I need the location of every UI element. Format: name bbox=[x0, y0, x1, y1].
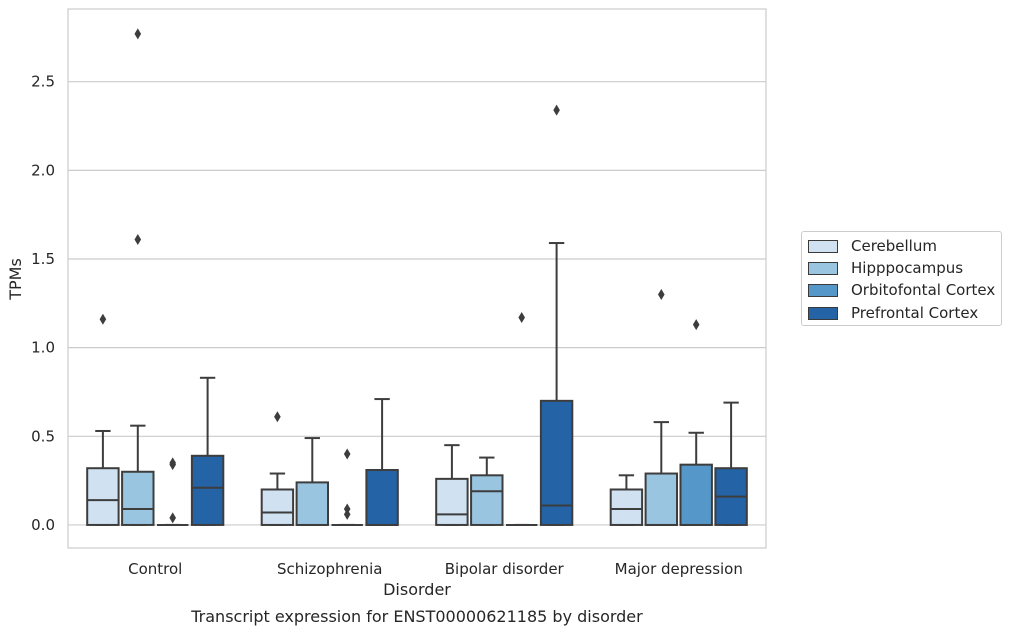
y-tick-label: 0.0 bbox=[31, 516, 55, 534]
box-iqr bbox=[260, 488, 295, 526]
box-prefrontal-cortex bbox=[365, 398, 399, 526]
box-prefrontal-cortex bbox=[539, 104, 574, 526]
x-tick-label: Bipolar disorder bbox=[445, 560, 565, 578]
box-orbitofontal-cortex bbox=[331, 448, 363, 526]
y-tick-label: 1.0 bbox=[31, 339, 55, 357]
box-cerebellum bbox=[435, 444, 469, 526]
x-tick-label: Control bbox=[128, 560, 182, 578]
box-iqr bbox=[121, 470, 155, 526]
legend-label-orbitofrontal: Orbitofontal Cortex bbox=[851, 281, 996, 299]
legend: Cerebellum Hipppocampus Orbitofontal Cor… bbox=[801, 231, 1002, 326]
outlier-point bbox=[553, 104, 560, 116]
box-iqr bbox=[365, 468, 399, 526]
outlier-point bbox=[134, 233, 142, 245]
box-iqr bbox=[86, 467, 120, 526]
box-cerebellum bbox=[260, 411, 295, 526]
outlier-point bbox=[343, 503, 351, 515]
y-tick-label: 1.5 bbox=[31, 250, 55, 268]
chart-title: Transcript expression for ENST0000062118… bbox=[190, 607, 643, 626]
box-prefrontal-cortex bbox=[190, 376, 225, 526]
box-layer bbox=[86, 28, 748, 526]
box-hipppocampus bbox=[295, 437, 330, 526]
outlier-point bbox=[343, 448, 351, 460]
box-iqr bbox=[470, 474, 504, 526]
legend-swatch-hippocampus bbox=[808, 261, 838, 275]
legend-item-orbitofrontal: Orbitofontal Cortex bbox=[808, 280, 995, 300]
outlier-point bbox=[274, 411, 281, 423]
box-orbitofontal-cortex bbox=[156, 457, 189, 526]
y-tick-labels: 0.0 0.5 1.0 1.5 2.0 2.5 bbox=[31, 73, 55, 534]
box-orbitofontal-cortex bbox=[679, 319, 713, 526]
y-tick-label: 0.5 bbox=[31, 427, 55, 445]
box-iqr bbox=[609, 488, 644, 526]
legend-item-hippocampus: Hipppocampus bbox=[808, 258, 963, 278]
legend-swatch-orbitofrontal bbox=[808, 283, 838, 297]
legend-swatch-prefrontal bbox=[808, 306, 838, 320]
y-tick-label: 2.5 bbox=[31, 73, 55, 91]
box-prefrontal-cortex bbox=[714, 401, 748, 526]
box-hipppocampus bbox=[644, 288, 679, 526]
outlier-point bbox=[518, 312, 525, 324]
outlier-point bbox=[134, 28, 142, 40]
box-cerebellum bbox=[609, 474, 644, 526]
legend-label-prefrontal: Prefrontal Cortex bbox=[851, 304, 979, 322]
box-orbitofontal-cortex bbox=[505, 312, 538, 526]
legend-item-prefrontal: Prefrontal Cortex bbox=[808, 303, 978, 323]
box-iqr bbox=[190, 454, 225, 526]
box-iqr bbox=[644, 472, 679, 526]
box-cerebellum bbox=[86, 313, 120, 526]
box-iqr bbox=[679, 463, 713, 526]
x-tick-label: Schizophrenia bbox=[277, 560, 382, 578]
box-iqr bbox=[435, 477, 469, 526]
x-tick-labels: Control Schizophrenia Bipolar disorder Majo… bbox=[128, 560, 743, 578]
box-hipppocampus bbox=[470, 456, 504, 526]
outlier-point bbox=[99, 313, 107, 325]
x-tick-label: Major depression bbox=[615, 560, 743, 578]
legend-swatch-cerebellum bbox=[808, 239, 838, 253]
y-tick-label: 2.0 bbox=[31, 161, 55, 179]
outlier-point bbox=[692, 319, 700, 331]
box-hipppocampus bbox=[121, 28, 155, 526]
box-iqr bbox=[295, 481, 330, 526]
plot-frame bbox=[67, 8, 767, 549]
legend-item-cerebellum: Cerebellum bbox=[808, 236, 937, 256]
x-axis-title: Disorder bbox=[383, 580, 451, 599]
outlier-point bbox=[169, 457, 176, 469]
box-iqr bbox=[539, 399, 574, 526]
legend-label-cerebellum: Cerebellum bbox=[851, 237, 937, 255]
y-axis-title: TPMs bbox=[6, 258, 25, 301]
outlier-point bbox=[169, 512, 176, 524]
legend-label-hippocampus: Hipppocampus bbox=[851, 259, 964, 277]
outlier-point bbox=[658, 288, 665, 300]
